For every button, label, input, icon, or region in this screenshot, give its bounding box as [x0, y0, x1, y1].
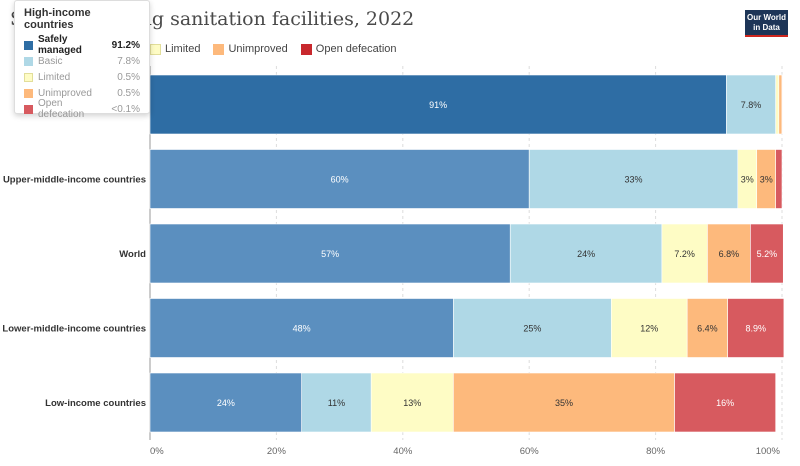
bar-segment[interactable] — [727, 298, 785, 358]
bar-segment[interactable] — [149, 298, 454, 358]
bar-label: 35% — [555, 398, 573, 408]
bar-segment[interactable] — [509, 223, 663, 284]
bar-label: 5.2% — [757, 249, 778, 259]
bar-segment[interactable] — [301, 372, 372, 433]
bar-segment[interactable] — [674, 372, 776, 433]
tooltip-swatch — [24, 72, 33, 82]
legend-label-unimproved: Unimproved — [228, 43, 288, 55]
category-label: World — [119, 249, 146, 260]
tooltip-row-value: 0.5% — [117, 71, 140, 83]
bar-segment[interactable] — [611, 298, 688, 358]
bar-segment[interactable] — [726, 74, 776, 135]
x-tick-label: 100% — [756, 446, 781, 457]
bar-label: 7.8% — [741, 100, 762, 110]
bar-segment[interactable] — [781, 74, 783, 135]
tooltip-row-value: 0.5% — [117, 87, 140, 99]
tooltip-row-name: Open defecation — [38, 98, 85, 120]
tooltip-row-open-defecation: Open defecation <0.1% — [24, 98, 140, 120]
tooltip: High-income countries Safely managed 91.… — [14, 0, 150, 120]
owid-logo[interactable]: Our World in Data — [745, 10, 788, 37]
tooltip-row-value: 91.2% — [111, 39, 140, 51]
category-label: Low-income countries — [45, 398, 146, 409]
tooltip-row-safely-managed: Safely managed 91.2% — [24, 34, 140, 56]
legend-label-limited: Limited — [165, 43, 201, 55]
bar-label: 6.8% — [719, 249, 740, 259]
bar-segment[interactable] — [453, 372, 675, 433]
bar-segment[interactable] — [775, 74, 780, 135]
bar-label: 25% — [523, 324, 541, 334]
bar-segment[interactable] — [453, 298, 612, 358]
tooltip-title: High-income countries — [24, 7, 91, 31]
tooltip-row-name: Unimproved — [38, 87, 92, 99]
x-tick-label: 60% — [520, 446, 540, 457]
bar-label: 24% — [577, 249, 595, 259]
bar-segment[interactable] — [686, 298, 728, 358]
x-tick-label: 40% — [393, 446, 413, 457]
tooltip-row-value: <0.1% — [111, 103, 140, 115]
tooltip-swatch — [24, 56, 33, 66]
bar-segment[interactable] — [149, 372, 302, 433]
logo-line-1: Our World — [747, 13, 786, 22]
bar-label: 11% — [328, 398, 345, 408]
bar-label: 3% — [741, 175, 754, 185]
legend-label-open-defecation: Open defecation — [315, 43, 397, 55]
tooltip-swatch — [24, 40, 33, 50]
bar-segment[interactable] — [775, 149, 783, 209]
bar-label: 7.2% — [674, 249, 695, 259]
bar-segment[interactable] — [149, 223, 511, 284]
tooltip-row-name: Basic — [38, 55, 63, 67]
x-tick-label: 20% — [267, 446, 287, 457]
bar-segment[interactable] — [370, 372, 454, 433]
tooltip-swatch — [24, 88, 33, 98]
bar-label: 6.4% — [697, 324, 718, 334]
legend-swatch-unimproved — [213, 43, 225, 55]
tooltip-row-unimproved: Unimproved 0.5% — [24, 85, 140, 101]
x-tick-label: 0% — [150, 446, 164, 457]
legend-swatch-open-defecation — [300, 43, 312, 55]
x-tick-label: 80% — [646, 446, 666, 457]
bar-label: 24% — [217, 398, 235, 408]
legend-item-unimproved[interactable]: Unimproved — [213, 43, 288, 55]
bar-segment[interactable] — [661, 223, 708, 284]
tooltip-swatch — [24, 104, 33, 114]
bar-label: 33% — [624, 175, 642, 185]
category-label: Upper-middle-income countries — [3, 175, 146, 186]
bar-segment[interactable] — [149, 74, 727, 135]
bar-label: 12% — [640, 324, 658, 334]
bar-segment[interactable] — [778, 74, 783, 135]
tooltip-row-basic: Basic 7.8% — [24, 53, 140, 69]
bar-segment[interactable] — [528, 149, 739, 209]
bar-label: 13% — [403, 398, 421, 408]
bar-label: 57% — [321, 249, 339, 259]
tooltip-row-name: Limited — [38, 71, 71, 83]
tooltip-row-limited: Limited 0.5% — [24, 69, 140, 85]
bar-label: 8.9% — [746, 324, 767, 334]
bar-label: 16% — [716, 398, 734, 408]
tooltip-row-value: 7.8% — [117, 55, 140, 67]
logo-line-2: in Data — [753, 23, 780, 32]
legend-swatch-limited — [150, 43, 161, 55]
bar-label: 3% — [760, 175, 773, 185]
legend: Limited Unimproved Open defecation — [150, 43, 397, 55]
bar-label: 91% — [429, 100, 447, 110]
legend-item-open-defecation[interactable]: Open defecation — [300, 43, 397, 55]
legend-item-limited[interactable]: Limited — [150, 43, 200, 55]
category-label: Lower-middle-income countries — [2, 324, 146, 335]
bar-label: 48% — [293, 324, 311, 334]
bar-segment[interactable] — [750, 223, 784, 284]
bar-label: 60% — [331, 175, 349, 185]
tooltip-row-name: Safely managed — [38, 34, 82, 56]
bar-segment[interactable] — [149, 149, 530, 209]
